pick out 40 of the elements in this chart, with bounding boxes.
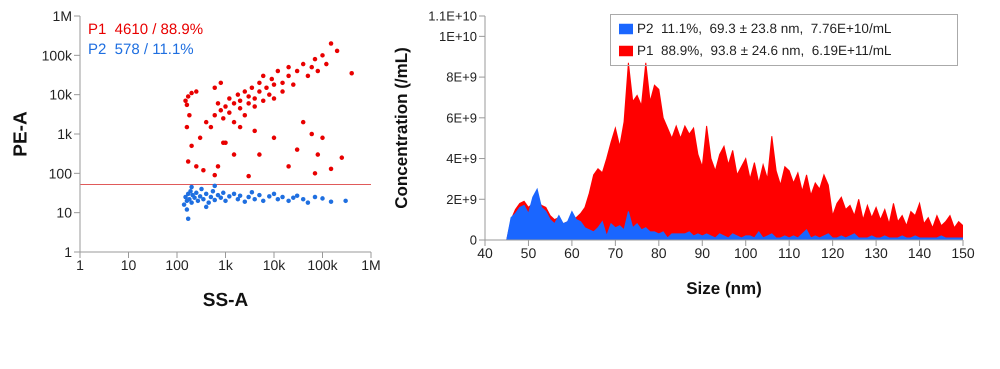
x-tick-label: 1k xyxy=(218,256,234,273)
x-tick-label: 1 xyxy=(76,256,84,273)
y-tick-label: 1E+10 xyxy=(439,28,477,44)
y-tick-label: 100k xyxy=(42,47,73,64)
x-tick-label: 1M xyxy=(361,256,381,273)
y-tick-label: 8E+9 xyxy=(446,70,477,85)
x-axis-title: SS-A xyxy=(202,290,248,311)
x-tick-label: 100 xyxy=(734,244,758,261)
x-tick-label: 90 xyxy=(694,244,710,261)
y-tick-label: 6E+9 xyxy=(446,110,477,126)
x-tick-label: 150 xyxy=(951,244,975,261)
x-tick-label: 100k xyxy=(307,256,339,273)
y-tick-label: 10 xyxy=(56,204,72,221)
x-tick-label: 140 xyxy=(908,244,932,261)
x-tick-label: 60 xyxy=(564,244,580,261)
x-tick-label: 70 xyxy=(608,244,624,261)
x-axis-title: Size (nm) xyxy=(686,279,762,298)
y-tick-label: 100 xyxy=(48,165,72,182)
legend-label: P2 11.1%, 69.3 ± 23.8 nm, 7.76E+10/mL xyxy=(637,21,892,36)
y-tick-label: 0 xyxy=(470,232,477,248)
y-tick-label: 1M xyxy=(52,8,72,24)
x-tick-label: 110 xyxy=(778,244,801,261)
legend-label: P1 88.9%, 93.8 ± 24.6 nm, 6.19E+11/mL xyxy=(637,43,892,58)
text: P1 4610 / 88.9% xyxy=(88,20,204,40)
x-tick-label: 130 xyxy=(864,244,888,261)
x-tick-label: 120 xyxy=(820,244,845,261)
y-axis-title: PE-A xyxy=(10,111,32,157)
y-tick-label: 2E+9 xyxy=(446,192,477,207)
y-tick-label: 4E+9 xyxy=(446,151,477,166)
x-tick-label: 10 xyxy=(120,256,136,273)
x-tick-label: 80 xyxy=(651,244,667,261)
x-tick-label: 10k xyxy=(262,256,286,273)
y-tick-label: 10k xyxy=(49,86,73,103)
x-tick-label: 100 xyxy=(165,256,189,273)
x-tick-label: 50 xyxy=(520,244,536,261)
y-tick-label: 1.1E+10 xyxy=(428,8,477,24)
x-tick-label: 40 xyxy=(477,244,493,261)
y-axis-title: Concentration (/mL) xyxy=(392,47,412,209)
y-tick-label: 1k xyxy=(57,126,73,142)
text: P2 578 / 11.1% xyxy=(88,40,195,60)
